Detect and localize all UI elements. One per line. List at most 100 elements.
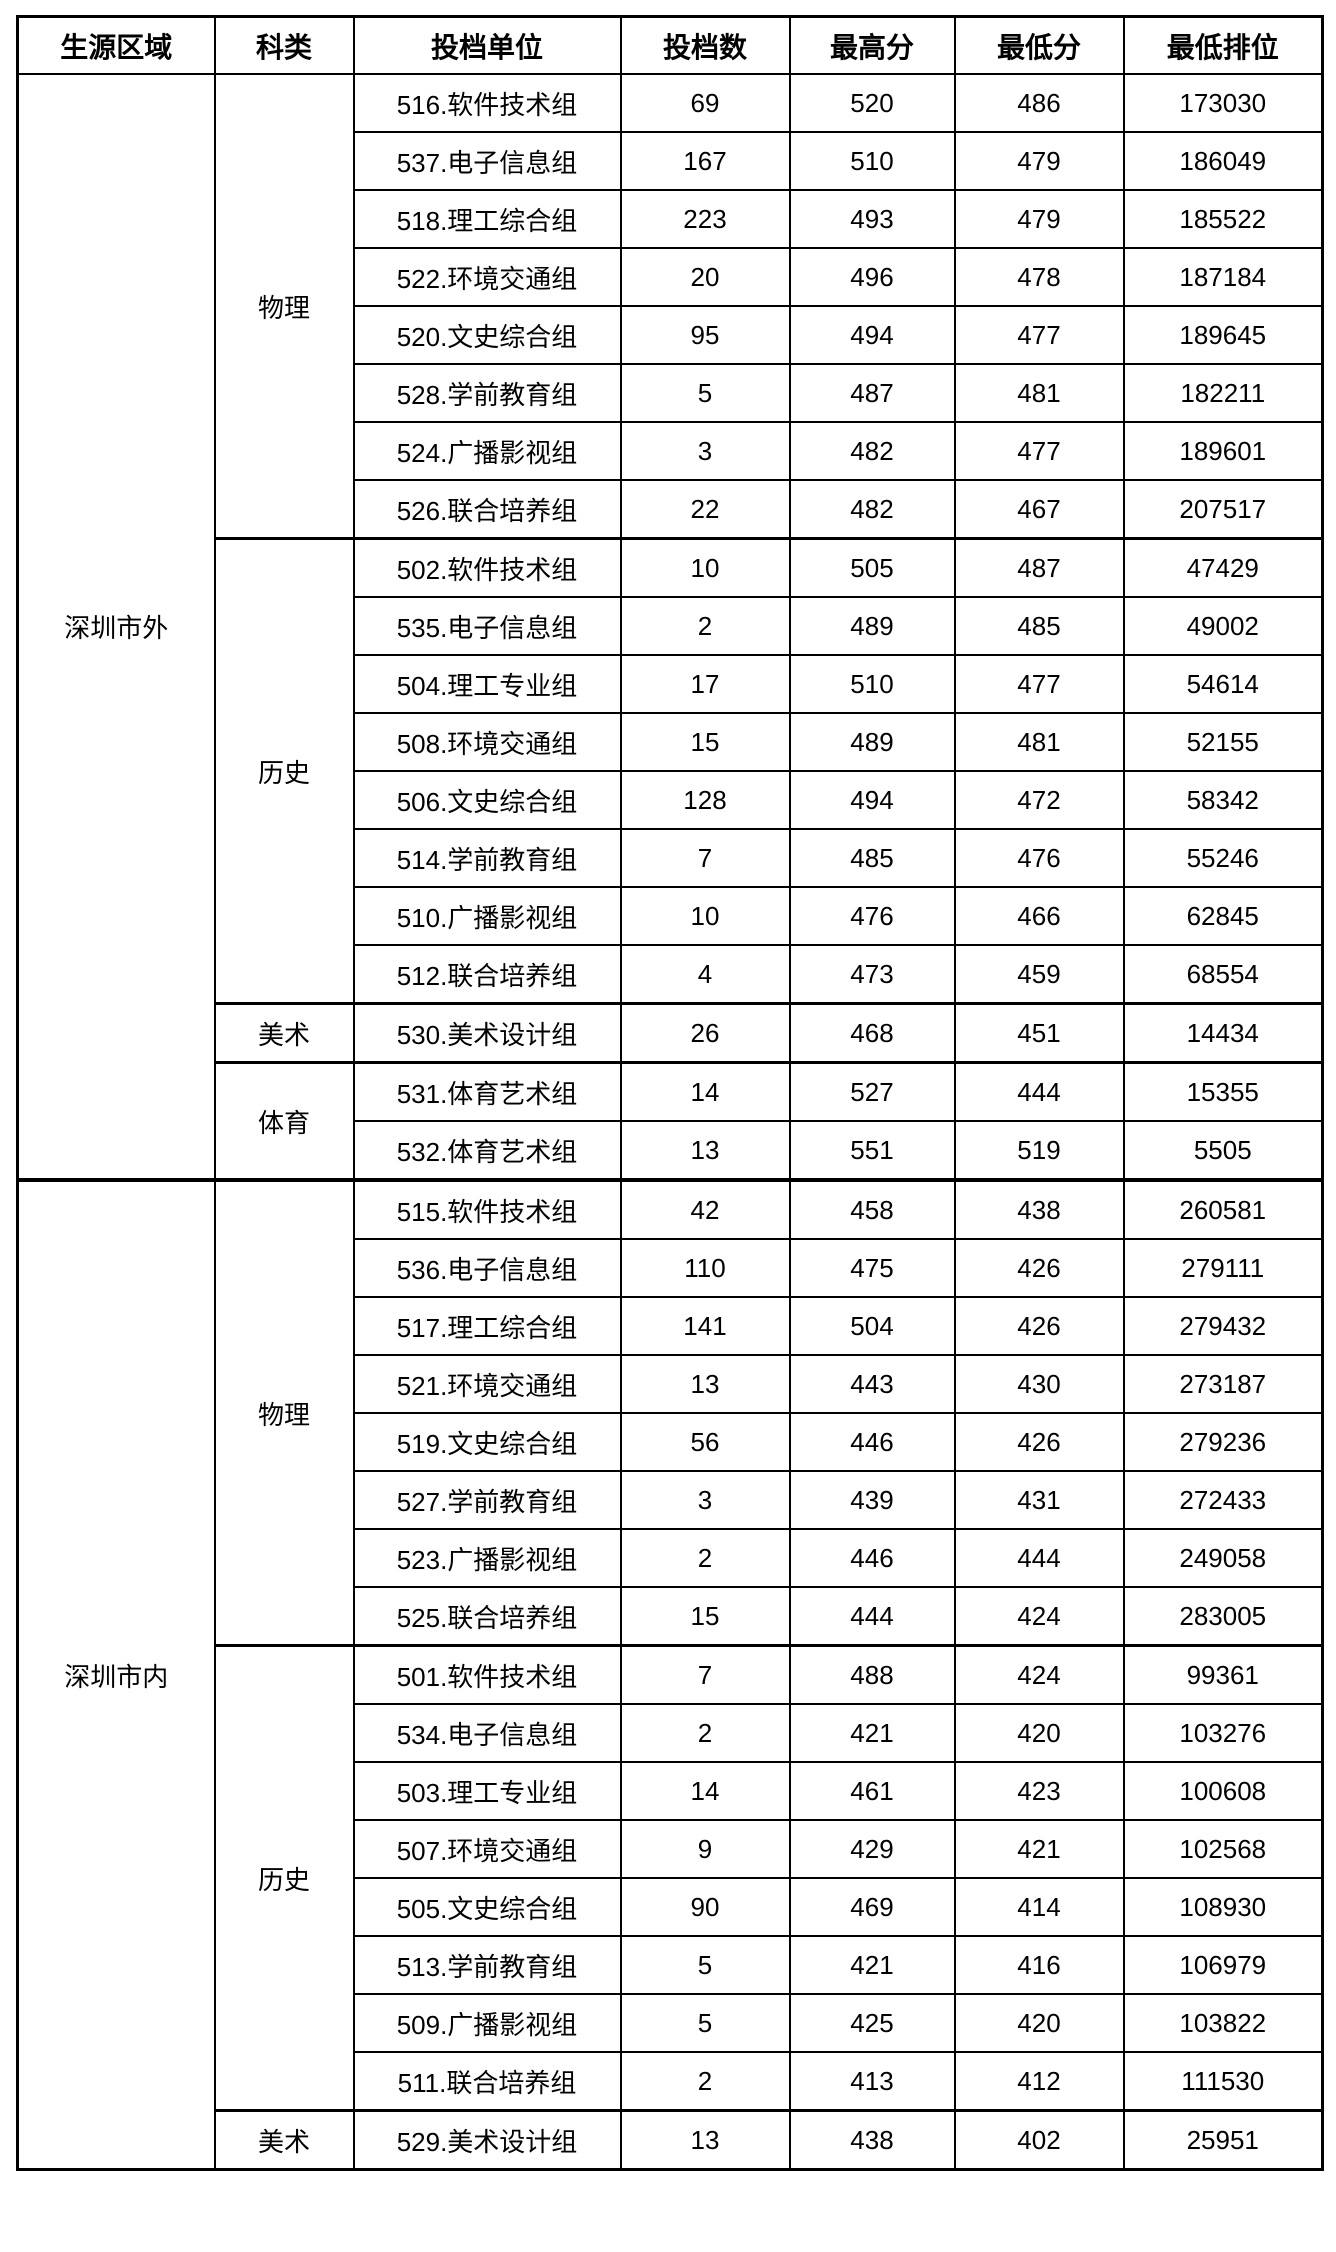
max-score-cell: 496 [788,247,956,307]
table-row: 534.电子信息组 2 421 420 103276 [18,1703,1324,1763]
max-score-cell: 443 [788,1354,956,1414]
min-rank-cell: 173030 [1122,73,1324,133]
admission-score-table: 生源区域 科类 投档单位 投档数 最高分 最低分 最低排位 深圳市外 物理 516.软件技术组 6… [16,15,1324,2171]
table-row: 508.环境交通组 15 489 481 52155 [18,712,1324,772]
min-score-cell: 481 [953,712,1125,772]
table-row: 528.学前教育组 5 487 481 182211 [18,363,1324,423]
min-rank-cell: 279236 [1122,1412,1324,1472]
unit-cell: 529.美术设计组 [352,2109,622,2171]
table-row: 525.联合培养组 15 444 424 283005 [18,1586,1324,1647]
unit-cell: 515.软件技术组 [352,1178,622,1240]
count-cell: 223 [619,189,791,249]
table-row: 历史 502.软件技术组 10 505 487 47429 [18,537,1324,1005]
unit-cell: 516.软件技术组 [352,73,622,133]
min-rank-cell: 55246 [1122,828,1324,888]
min-score-cell: 472 [953,770,1125,830]
table-row: 524.广播影视组 3 482 477 189601 [18,421,1324,481]
unit-cell: 534.电子信息组 [352,1703,622,1763]
min-rank-cell: 68554 [1122,944,1324,1005]
unit-cell: 524.广播影视组 [352,421,622,481]
table-row: 506.文史综合组 128 494 472 58342 [18,770,1324,830]
count-cell: 10 [619,537,791,598]
table-row: 511.联合培养组 2 413 412 111530 [18,2051,1324,2112]
min-score-cell: 459 [953,944,1125,1005]
max-score-cell: 494 [788,770,956,830]
max-score-cell: 438 [788,2109,956,2171]
max-score-cell: 482 [788,421,956,481]
count-cell: 15 [619,712,791,772]
max-score-cell: 520 [788,73,956,133]
count-cell: 13 [619,1120,791,1181]
unit-cell: 535.电子信息组 [352,596,622,656]
min-score-cell: 426 [953,1238,1125,1298]
count-cell: 26 [619,1002,791,1064]
region-cell: 深圳市内 [16,1178,216,2171]
min-rank-cell: 186049 [1122,131,1324,191]
min-score-cell: 438 [953,1178,1125,1240]
min-rank-cell: 52155 [1122,712,1324,772]
unit-cell: 523.广播影视组 [352,1528,622,1588]
unit-cell: 510.广播影视组 [352,886,622,946]
max-score-cell: 505 [788,537,956,598]
unit-cell: 511.联合培养组 [352,2051,622,2112]
max-score-cell: 489 [788,712,956,772]
count-cell: 90 [619,1877,791,1937]
min-rank-cell: 100608 [1122,1761,1324,1821]
min-score-cell: 444 [953,1528,1125,1588]
table-row: 美术 529.美术设计组 13 438 402 25951 [18,2109,1324,2171]
table-row: 526.联合培养组 22 482 467 207517 [18,479,1324,540]
max-score-cell: 421 [788,1703,956,1763]
count-cell: 13 [619,1354,791,1414]
max-score-cell: 494 [788,305,956,365]
unit-cell: 526.联合培养组 [352,479,622,540]
min-score-cell: 519 [953,1120,1125,1181]
min-rank-cell: 260581 [1122,1178,1324,1240]
count-cell: 95 [619,305,791,365]
min-rank-cell: 249058 [1122,1528,1324,1588]
min-rank-cell: 103822 [1122,1993,1324,2053]
max-score-cell: 468 [788,1002,956,1064]
min-rank-cell: 102568 [1122,1819,1324,1879]
header-row: 生源区域 科类 投档单位 投档数 最高分 最低分 最低排位 [16,15,1324,75]
category-cell: 美术 [213,2109,355,2171]
min-score-cell: 402 [953,2109,1125,2171]
max-score-cell: 485 [788,828,956,888]
table-row: 历史 501.软件技术组 7 488 424 99361 [18,1644,1324,2112]
table-row: 517.理工综合组 141 504 426 279432 [18,1296,1324,1356]
min-score-cell: 478 [953,247,1125,307]
max-score-cell: 551 [788,1120,956,1181]
min-score-cell: 477 [953,305,1125,365]
min-rank-cell: 49002 [1122,596,1324,656]
max-score-cell: 510 [788,131,956,191]
unit-cell: 514.学前教育组 [352,828,622,888]
min-rank-cell: 25951 [1122,2109,1324,2171]
max-score-cell: 476 [788,886,956,946]
min-rank-cell: 189601 [1122,421,1324,481]
category-cell: 体育 [213,1061,355,1181]
min-rank-cell: 15355 [1122,1061,1324,1122]
max-score-cell: 421 [788,1935,956,1995]
header-category: 科类 [213,15,355,75]
header-region: 生源区域 [16,15,216,75]
min-rank-cell: 106979 [1122,1935,1324,1995]
unit-cell: 508.环境交通组 [352,712,622,772]
min-rank-cell: 283005 [1122,1586,1324,1647]
table-row: 503.理工专业组 14 461 423 100608 [18,1761,1324,1821]
max-score-cell: 487 [788,363,956,423]
table-row: 505.文史综合组 90 469 414 108930 [18,1877,1324,1937]
max-score-cell: 510 [788,654,956,714]
table-row: 522.环境交通组 20 496 478 187184 [18,247,1324,307]
table-row: 512.联合培养组 4 473 459 68554 [18,944,1324,1005]
count-cell: 69 [619,73,791,133]
max-score-cell: 425 [788,1993,956,2053]
min-score-cell: 487 [953,537,1125,598]
min-score-cell: 444 [953,1061,1125,1122]
count-cell: 2 [619,2051,791,2112]
min-score-cell: 423 [953,1761,1125,1821]
count-cell: 141 [619,1296,791,1356]
table-row: 513.学前教育组 5 421 416 106979 [18,1935,1324,1995]
table-body: 深圳市外 物理 516.软件技术组 69 520 486 173030 537.电子信息组 16… [16,73,1324,2171]
min-score-cell: 467 [953,479,1125,540]
count-cell: 10 [619,886,791,946]
min-score-cell: 451 [953,1002,1125,1064]
